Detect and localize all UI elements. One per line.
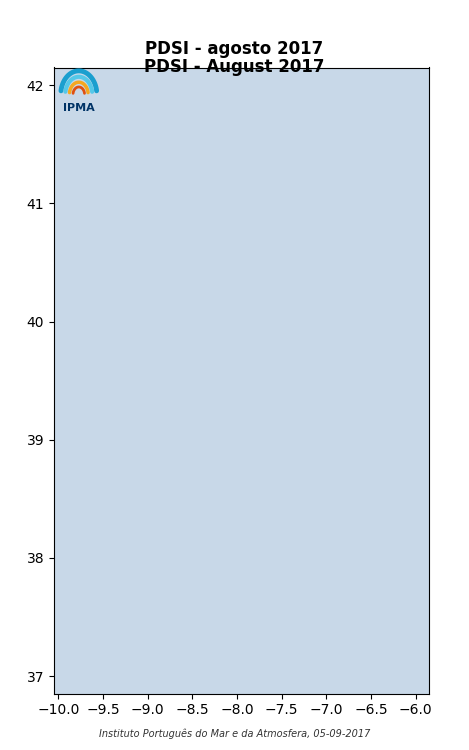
Text: PDSI - August 2017: PDSI - August 2017 xyxy=(144,58,325,76)
Text: Instituto Português do Mar e da Atmosfera, 05-09-2017: Instituto Português do Mar e da Atmosfer… xyxy=(99,728,370,739)
Text: IPMA: IPMA xyxy=(63,103,95,112)
Text: PDSI - agosto 2017: PDSI - agosto 2017 xyxy=(145,40,324,58)
